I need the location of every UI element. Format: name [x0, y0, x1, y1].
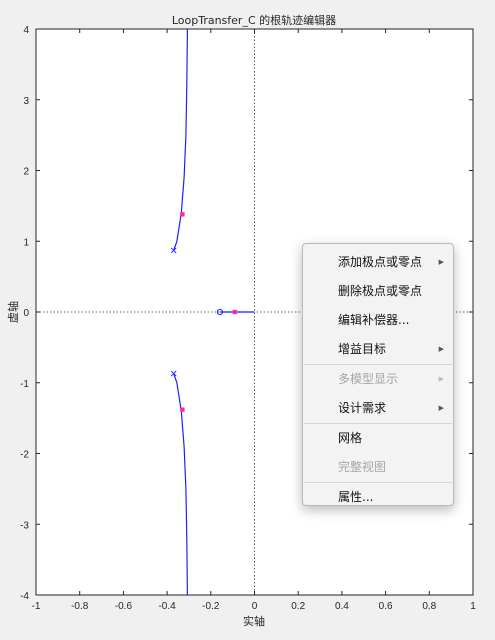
x-tick-label: 0.8 [422, 601, 436, 612]
menu-item-full-view: 完整视图 [303, 453, 453, 482]
y-tick-label: -2 [20, 450, 29, 461]
x-tick-label: 1 [470, 601, 476, 612]
y-tick-label: 4 [23, 25, 29, 36]
context-menu: 添加极点或零点 ▶ 删除极点或零点 编辑补偿器... 增益目标 ▶ 多模型显示 … [302, 243, 454, 506]
menu-item-gain-target[interactable]: 增益目标 ▶ [303, 335, 453, 364]
x-tick-label: 0.2 [291, 601, 305, 612]
plot-title: LoopTransfer_C 的根轨迹编辑器 [172, 13, 336, 27]
submenu-arrow-icon: ▶ [438, 404, 444, 412]
menu-item-add-pole-zero[interactable]: 添加极点或零点 ▶ [303, 248, 453, 277]
menu-separator [304, 364, 452, 365]
closed-loop-pole-marker [180, 212, 185, 217]
submenu-arrow-icon: ▶ [438, 345, 444, 353]
open-loop-pole-marker [170, 247, 177, 254]
y-tick-label: 2 [23, 167, 29, 178]
x-tick-label: -0.8 [71, 601, 89, 612]
menu-separator [304, 423, 452, 424]
y-tick-label: -3 [20, 520, 29, 531]
menu-item-design-requirements[interactable]: 设计需求 ▶ [303, 394, 453, 423]
menu-label: 多模型显示 [338, 372, 399, 386]
menu-label: 添加极点或零点 [338, 255, 423, 269]
y-axis-title: 虚轴 [6, 301, 20, 323]
menu-separator [304, 482, 452, 483]
menu-item-properties[interactable]: 属性... [303, 483, 453, 512]
y-tick-label: 1 [23, 237, 29, 248]
menu-label: 完整视图 [338, 460, 387, 474]
open-loop-pole-marker [170, 370, 177, 377]
menu-label: 删除极点或零点 [338, 284, 423, 298]
x-tick-label: 0.4 [335, 601, 349, 612]
y-tick-label: 3 [23, 96, 29, 107]
menu-item-edit-compensator[interactable]: 编辑补偿器... [303, 306, 453, 335]
menu-label: 增益目标 [338, 342, 387, 356]
x-tick-label: -0.4 [158, 601, 176, 612]
x-tick-label: 0 [252, 601, 258, 612]
y-tick-label: 0 [23, 308, 29, 319]
locus-branches [173, 28, 255, 596]
menu-label: 属性... [338, 490, 374, 504]
y-tick-label: -1 [20, 379, 29, 390]
menu-label: 设计需求 [338, 401, 387, 415]
x-tick-label: -0.2 [202, 601, 220, 612]
menu-label: 编辑补偿器... [338, 313, 410, 327]
locus-branch [173, 373, 188, 596]
pole-zero-markers [170, 212, 238, 412]
x-tick-label: -0.6 [115, 601, 133, 612]
x-axis-title: 实轴 [243, 614, 265, 628]
submenu-arrow-icon: ▶ [438, 375, 444, 383]
x-tick-label: -1 [32, 601, 41, 612]
axis-ticks: -1 -0.8 -0.6 -0.4 -0.2 0 0.2 0.4 0.6 0.8 143210-1-… [20, 25, 476, 612]
locus-branch [173, 28, 188, 251]
submenu-arrow-icon: ▶ [438, 258, 444, 266]
pole-x-stroke [170, 370, 177, 377]
menu-label: 网格 [338, 431, 363, 445]
menu-item-delete-pole-zero[interactable]: 删除极点或零点 [303, 277, 453, 306]
menu-item-grid[interactable]: 网格 [303, 424, 453, 453]
open-loop-zero-marker [216, 308, 224, 316]
closed-loop-pole-marker [232, 309, 238, 315]
menu-item-multimodel-display: 多模型显示 ▶ [303, 365, 453, 394]
pole-x-stroke [170, 247, 177, 254]
x-tick-label: 0.6 [379, 601, 393, 612]
closed-loop-pole-marker [180, 407, 185, 412]
y-tick-label: -4 [20, 591, 29, 602]
